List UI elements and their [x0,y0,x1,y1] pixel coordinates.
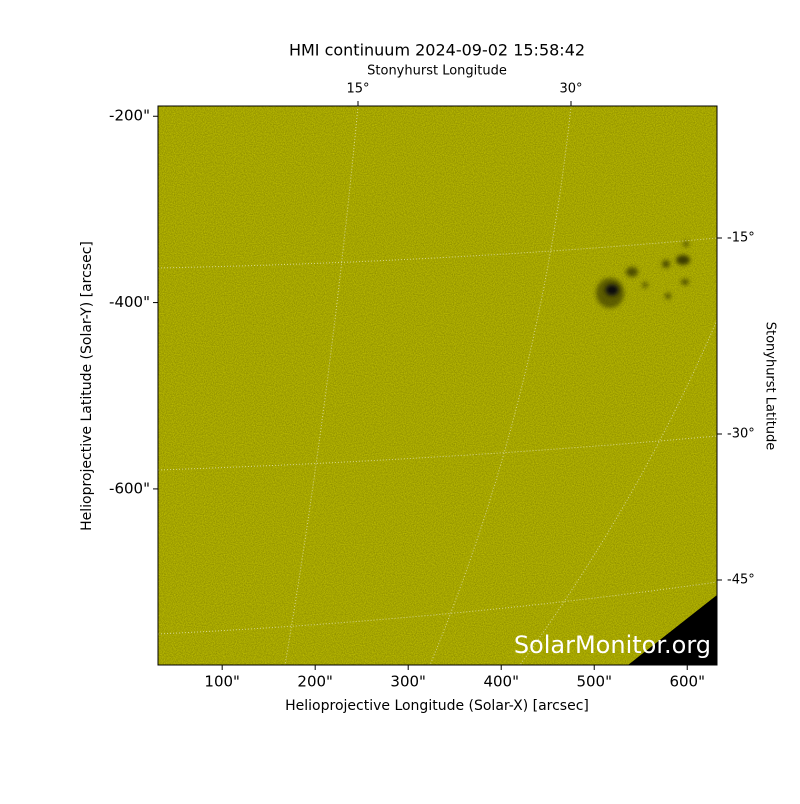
x-tick-label: 400" [483,673,519,691]
x-tick-label: 600" [669,673,705,691]
grid-line [429,106,572,665]
y-axis-label: Helioprojective Latitude (Solar-Y) [arcs… [79,241,95,531]
top-tick-label: 30° [559,82,582,97]
watermark: SolarMonitor.org [514,631,711,659]
top-axis-label: Stonyhurst Longitude [367,64,507,79]
sunspot-group [596,241,690,308]
right-tick-label: -30° [727,427,755,442]
y-tick-label: -400" [109,293,150,311]
solar-image: SolarMonitor.org [158,106,717,665]
y-tick-label: -600" [109,479,150,497]
right-tick-label: -15° [727,231,755,246]
chart-title: HMI continuum 2024-09-02 15:58:42 [289,41,585,60]
x-tick-label: 200" [297,673,333,691]
right-axis-label: Stonyhurst Latitude [763,322,778,451]
top-tick-label: 15° [346,82,369,97]
image-texture [158,106,717,665]
right-tick-label: -45° [727,573,755,588]
x-axis-label: Helioprojective Longitude (Solar-X) [arc… [285,698,589,714]
plot-frame [157,105,718,666]
x-tick-label: 100" [204,673,240,691]
grid-line [284,106,359,665]
x-tick-label: 300" [390,673,426,691]
x-tick-label: 500" [576,673,612,691]
grid-line [158,237,717,269]
off-limb [628,595,717,665]
y-tick-label: -200" [109,107,150,125]
